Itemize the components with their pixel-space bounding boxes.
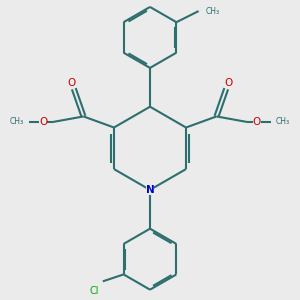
Text: CH₃: CH₃ — [10, 118, 24, 127]
Text: O: O — [39, 117, 47, 127]
Text: CH₃: CH₃ — [206, 7, 220, 16]
Text: Cl: Cl — [89, 286, 99, 296]
Text: N: N — [146, 185, 154, 195]
Text: O: O — [67, 78, 75, 88]
Text: O: O — [225, 78, 233, 88]
Text: CH₃: CH₃ — [276, 118, 290, 127]
Text: O: O — [253, 117, 261, 127]
